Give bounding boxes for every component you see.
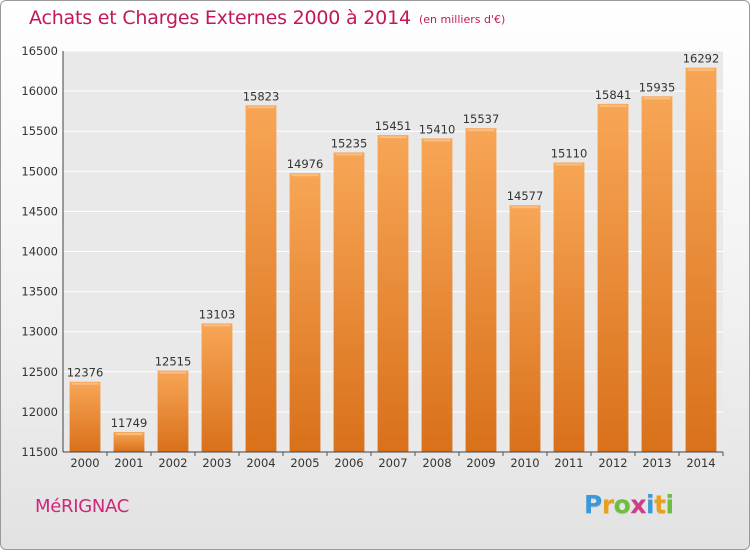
logo-letter: x xyxy=(630,490,646,519)
chart-title: Achats et Charges Externes 2000 à 2014 xyxy=(29,7,411,29)
logo-letter: i xyxy=(665,490,675,519)
logo-letter: P xyxy=(584,490,602,519)
bar-highlight xyxy=(379,136,407,139)
bar xyxy=(69,381,101,452)
bar xyxy=(377,135,409,452)
y-tick-label: 16500 xyxy=(21,44,58,58)
y-tick-label: 13500 xyxy=(21,285,58,299)
x-tick-label: 2004 xyxy=(246,456,275,470)
bar-highlight xyxy=(643,97,671,100)
x-tick-label: 2003 xyxy=(202,456,231,470)
bar xyxy=(509,205,541,452)
bar xyxy=(201,323,233,452)
x-tick-label: 2006 xyxy=(334,456,363,470)
chart-subtitle: (en milliers d'€) xyxy=(419,13,506,26)
bar-highlight xyxy=(555,163,583,166)
bar-highlight xyxy=(687,68,715,71)
x-tick-label: 2010 xyxy=(510,456,539,470)
y-tick-label: 13000 xyxy=(21,325,58,339)
bar xyxy=(597,103,629,452)
y-tick-label: 11500 xyxy=(21,445,58,459)
data-label: 15235 xyxy=(331,136,368,150)
bar-highlight xyxy=(467,129,495,132)
data-label: 15410 xyxy=(419,122,456,136)
bar xyxy=(553,162,585,452)
y-tick-label: 16000 xyxy=(21,84,58,98)
data-label: 11749 xyxy=(111,416,148,430)
bar-highlight xyxy=(335,153,363,156)
x-tick-label: 2013 xyxy=(642,456,671,470)
x-tick-label: 2001 xyxy=(114,456,143,470)
bar xyxy=(289,173,321,452)
bar xyxy=(157,370,189,452)
bar-highlight xyxy=(423,139,451,142)
x-tick-label: 2000 xyxy=(70,456,99,470)
proxiti-logo: Proxiti xyxy=(584,490,674,519)
data-label: 15451 xyxy=(375,119,412,133)
data-label: 15537 xyxy=(463,112,500,126)
bar-highlight xyxy=(115,433,143,436)
data-label: 14976 xyxy=(287,157,324,171)
x-tick-label: 2005 xyxy=(290,456,319,470)
data-label: 15110 xyxy=(551,146,588,160)
y-tick-label: 14500 xyxy=(21,204,58,218)
data-label: 14577 xyxy=(507,189,544,203)
bar-highlight xyxy=(291,174,319,177)
data-label: 12515 xyxy=(155,355,192,369)
bar xyxy=(465,128,497,452)
x-tick-label: 2012 xyxy=(598,456,627,470)
y-tick-label: 15000 xyxy=(21,164,58,178)
bar xyxy=(421,138,453,452)
data-label: 16292 xyxy=(683,52,720,66)
bar-highlight xyxy=(159,371,187,374)
y-tick-label: 14000 xyxy=(21,245,58,259)
bar xyxy=(113,432,145,452)
data-label: 12376 xyxy=(67,366,104,380)
city-name: MéRIGNAC xyxy=(35,496,129,517)
x-tick-label: 2009 xyxy=(466,456,495,470)
bar-highlight xyxy=(203,324,231,327)
data-label: 15935 xyxy=(639,80,676,94)
y-tick-label: 15500 xyxy=(21,124,58,138)
x-tick-label: 2008 xyxy=(422,456,451,470)
bar xyxy=(641,96,673,453)
logo-letter: t xyxy=(654,490,666,519)
y-tick-label: 12000 xyxy=(21,405,58,419)
x-tick-label: 2011 xyxy=(554,456,583,470)
data-label: 15841 xyxy=(595,88,632,102)
bar-highlight xyxy=(599,104,627,107)
logo-letter: o xyxy=(613,490,631,519)
logo-letter: r xyxy=(601,490,614,519)
x-tick-label: 2007 xyxy=(378,456,407,470)
bar-highlight xyxy=(71,382,99,385)
bar-highlight xyxy=(511,206,539,209)
bar xyxy=(685,67,717,452)
bar xyxy=(333,152,365,452)
x-tick-label: 2002 xyxy=(158,456,187,470)
bar xyxy=(245,105,277,452)
x-tick-label: 2014 xyxy=(686,456,715,470)
logo-letter: i xyxy=(646,490,655,519)
data-label: 15823 xyxy=(243,89,280,103)
data-label: 13103 xyxy=(199,307,236,321)
y-tick-label: 12500 xyxy=(21,365,58,379)
bar-highlight xyxy=(247,106,275,109)
